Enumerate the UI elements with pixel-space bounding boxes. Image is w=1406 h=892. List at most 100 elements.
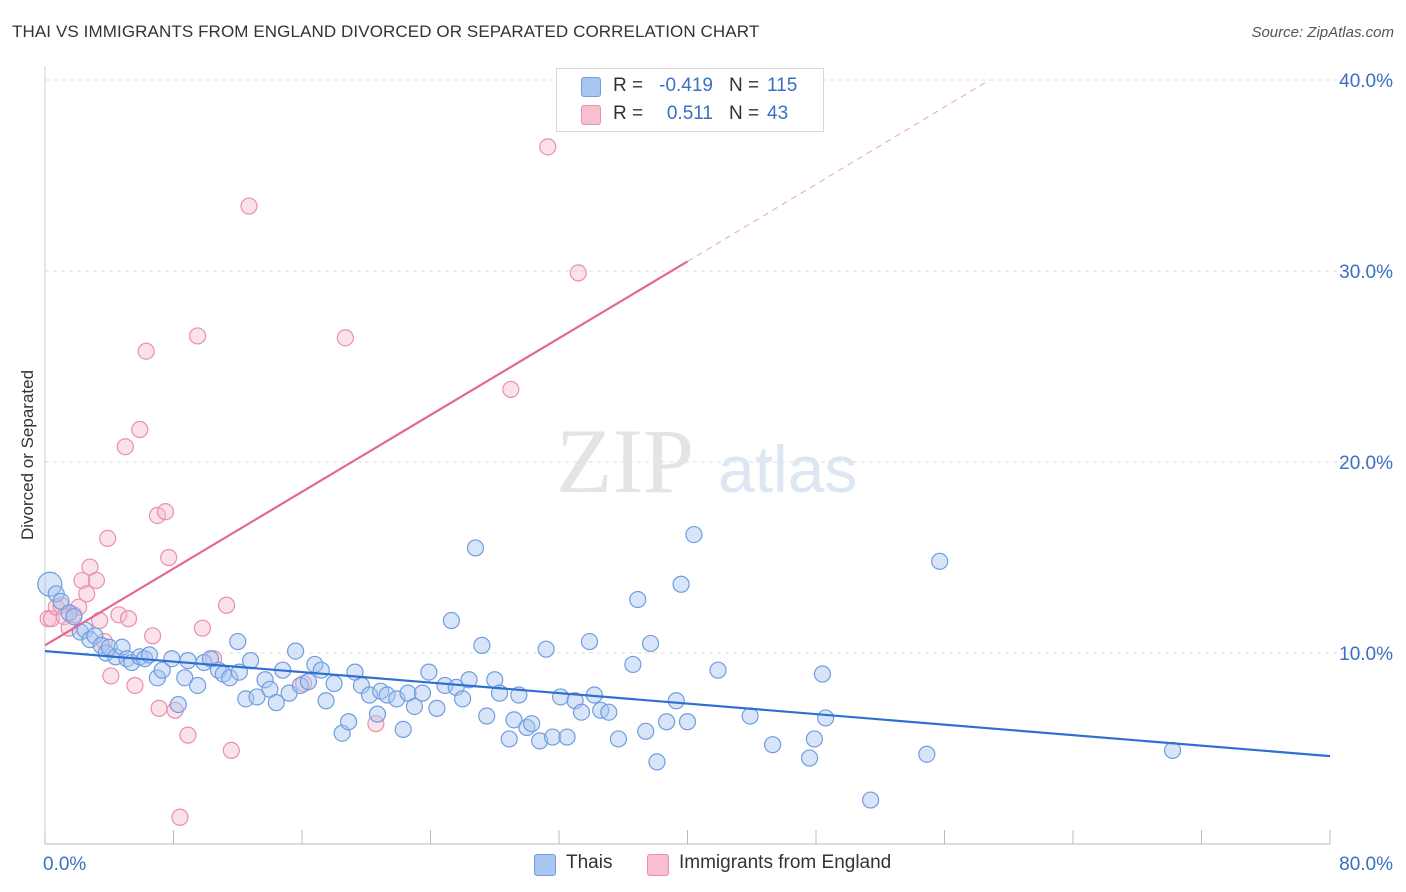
legend-r-label: R =	[613, 103, 644, 124]
thais-point	[523, 715, 541, 733]
thais-point	[339, 713, 358, 731]
england-point	[569, 264, 587, 282]
england-point	[131, 420, 149, 439]
thais-point	[413, 684, 432, 702]
thais-point	[764, 736, 782, 754]
thais-point	[360, 686, 379, 704]
thais-point	[267, 694, 285, 712]
thais-point	[637, 722, 655, 740]
england-point	[87, 571, 106, 590]
thais-point	[641, 634, 660, 653]
y-tick-label: 40.0%	[1339, 71, 1393, 92]
y-tick-label: 30.0%	[1339, 262, 1393, 283]
watermark-zip: ZIP	[556, 410, 694, 512]
thais-point	[685, 525, 703, 544]
thais-point	[572, 703, 591, 721]
thais-point	[931, 552, 949, 570]
bottom-legend: Thais Immigrants from England	[0, 852, 1406, 878]
england-point	[144, 627, 162, 645]
england-point	[126, 676, 144, 695]
legend-n-label: N =	[729, 103, 760, 124]
thais-point	[176, 669, 194, 687]
england-point	[99, 529, 117, 548]
thais-point	[37, 571, 63, 597]
thais-point	[505, 711, 523, 729]
bottom-legend-label-england: Immigrants from England	[679, 852, 892, 873]
thais-point	[420, 663, 438, 681]
thais-point	[667, 692, 685, 710]
y-axis-label: Divorced or Separated	[18, 370, 37, 540]
england-point	[193, 619, 212, 637]
thais-point	[531, 732, 549, 750]
england-point	[102, 667, 120, 685]
thais-point	[629, 590, 647, 609]
england-point	[110, 606, 128, 624]
thais-point	[454, 690, 472, 708]
thais-point	[624, 655, 642, 674]
thais-point	[466, 539, 485, 557]
england-point	[160, 548, 178, 567]
thais-point	[500, 730, 518, 748]
england-point	[336, 329, 354, 347]
thais-point	[609, 730, 628, 748]
legend-swatch-thais	[581, 77, 601, 97]
thais-point	[188, 676, 207, 695]
thais-point	[378, 686, 396, 704]
x-tick-label: 0.0%	[43, 854, 86, 875]
england-trend-line	[44, 260, 689, 647]
thais-point	[299, 673, 318, 691]
thais-point	[394, 720, 412, 739]
england-point	[78, 585, 96, 603]
england-point	[188, 327, 207, 345]
y-tick-label: 10.0%	[1339, 644, 1393, 665]
thais-point	[428, 699, 446, 717]
england-point	[171, 808, 189, 826]
thais-trend-line	[44, 649, 1331, 758]
legend-n-label: N =	[729, 75, 760, 96]
axes	[44, 66, 1331, 845]
thais-point	[163, 650, 181, 668]
thais-point	[918, 745, 936, 763]
thais-point	[242, 652, 260, 670]
england-point	[502, 380, 520, 399]
thais-point	[478, 707, 496, 725]
england-point	[222, 741, 240, 760]
grid-lines	[45, 79, 1392, 654]
thais-point	[153, 661, 171, 679]
england-trend-extension	[687, 79, 990, 262]
bottom-legend-label-thais: Thais	[566, 852, 613, 873]
england-point	[240, 197, 258, 215]
thais-point	[317, 692, 335, 710]
thais-point	[460, 671, 478, 689]
thais-point	[86, 627, 104, 645]
england-point	[119, 610, 138, 628]
thais-point	[580, 632, 599, 651]
y-tick-label: 20.0%	[1339, 453, 1393, 474]
thais-point	[291, 676, 309, 695]
thais-point	[169, 695, 187, 714]
thais-point	[179, 652, 197, 670]
england-point	[156, 503, 175, 521]
legend-n-value: 43	[767, 103, 789, 124]
thais-point	[862, 791, 880, 809]
england-point	[73, 571, 91, 590]
thais-point	[286, 642, 305, 660]
thais-point	[678, 713, 697, 731]
england-point	[179, 726, 197, 744]
thais-point	[558, 728, 576, 746]
x-tick-label: 80.0%	[1339, 854, 1393, 875]
legend-r-value: 0.511	[666, 103, 713, 124]
thais-point	[741, 707, 759, 725]
watermark-atlas: atlas	[718, 432, 857, 506]
series-thais-points	[37, 525, 1182, 809]
england-point	[217, 596, 236, 614]
thais-point	[805, 730, 823, 748]
legend-row-thais: R = -0.419 N = 115	[557, 73, 823, 99]
tick-labels: 10.0% 20.0% 30.0% 40.0% 0.0% 80.0%	[43, 71, 1393, 875]
england-point	[150, 699, 168, 717]
england-point	[116, 438, 134, 456]
thais-point	[658, 713, 676, 731]
thais-point	[537, 640, 555, 658]
legend-r-label: R =	[613, 75, 644, 96]
